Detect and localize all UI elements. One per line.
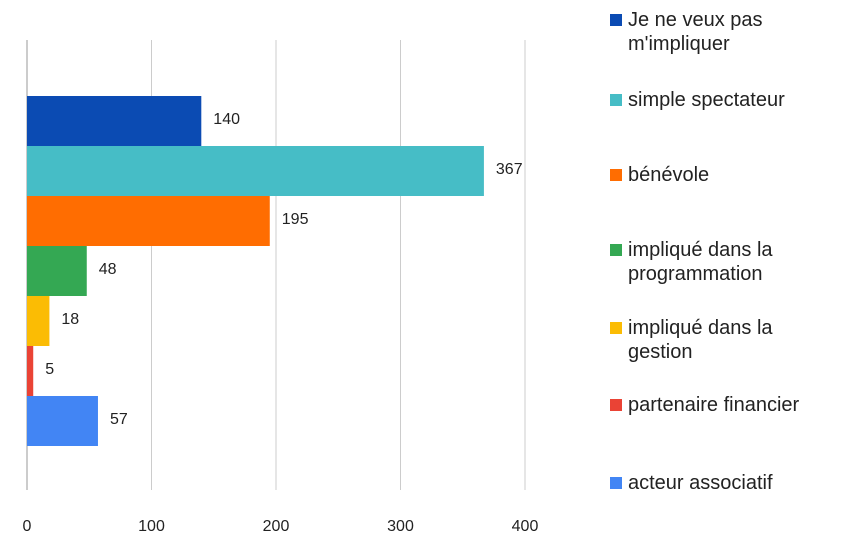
- legend-label: acteur associatif: [628, 472, 773, 494]
- legend-swatch: [610, 322, 622, 334]
- legend-swatch: [610, 14, 622, 26]
- legend-swatch: [610, 477, 622, 489]
- x-tick-label: 0: [23, 518, 32, 535]
- legend-item: impliqué dans la programmation: [610, 238, 840, 286]
- bar: [27, 396, 98, 446]
- legend-label: Je ne veux pas m'impliquer: [628, 9, 763, 55]
- legend-swatch: [610, 399, 622, 411]
- legend-label: impliqué dans la gestion: [628, 317, 773, 363]
- bar: [27, 296, 50, 346]
- legend-label: bénévole: [628, 164, 710, 186]
- value-label: 140: [213, 111, 240, 128]
- value-label: 195: [282, 211, 309, 228]
- value-label: 367: [496, 161, 523, 178]
- bar: [27, 146, 484, 196]
- legend-item: Je ne veux pas m'impliquer: [610, 8, 840, 56]
- x-tick-label: 200: [263, 518, 290, 535]
- bar: [27, 196, 270, 246]
- legend-item: simple spectateur: [610, 88, 840, 112]
- legend-swatch: [610, 169, 622, 181]
- bar: [27, 246, 87, 296]
- value-label: 57: [110, 411, 128, 428]
- x-tick-label: 300: [387, 518, 414, 535]
- value-label: 48: [99, 261, 117, 278]
- bar: [27, 346, 34, 396]
- legend-label: impliqué dans la programmation: [628, 239, 773, 285]
- legend-label: partenaire financier: [628, 394, 800, 416]
- legend-item: bénévole: [610, 163, 840, 187]
- legend-item: acteur associatif: [610, 471, 840, 495]
- value-label: 5: [45, 361, 54, 378]
- legend-label: simple spectateur: [628, 89, 785, 111]
- legend-swatch: [610, 94, 622, 106]
- x-tick-label: 400: [512, 518, 539, 535]
- legend-item: impliqué dans la gestion: [610, 316, 840, 364]
- bar: [27, 96, 202, 146]
- legend-swatch: [610, 244, 622, 256]
- legend-item: partenaire financier: [610, 393, 840, 417]
- value-label: 18: [61, 311, 79, 328]
- x-tick-label: 100: [138, 518, 165, 535]
